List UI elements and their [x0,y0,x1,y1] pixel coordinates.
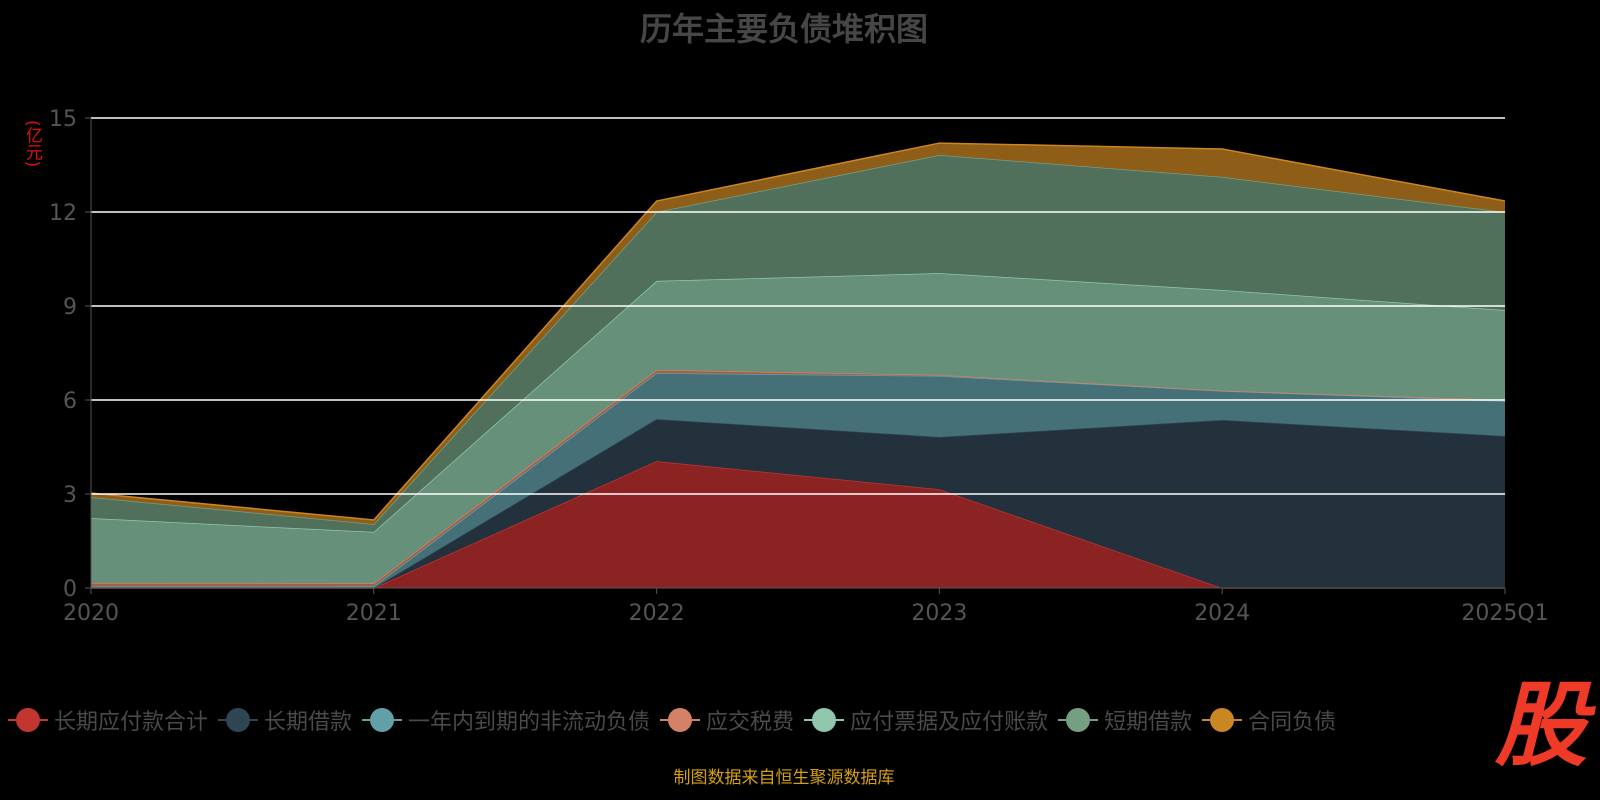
y-tick-label: 9 [63,295,77,320]
legend-item[interactable]: 一年内到期的非流动负债 [362,704,650,736]
legend-item[interactable]: 长期借款 [218,704,352,736]
legend-item[interactable]: 应付票据及应付账款 [804,704,1048,736]
area-series-5 [91,154,1505,532]
x-tick-label: 2023 [911,601,967,626]
legend-item[interactable]: 短期借款 [1058,704,1192,736]
legend-item[interactable]: 合同负债 [1202,704,1336,736]
legend-marker-icon [804,705,845,735]
area-series-2 [91,373,1505,588]
legend-label: 应交税费 [706,710,795,735]
legend-label: 合同负债 [1248,710,1337,735]
legend-item[interactable]: 长期应付款合计 [8,704,208,736]
legend-marker-icon [1202,705,1243,735]
area-series-4 [91,273,1505,584]
area-series-1 [91,419,1505,588]
x-tick-label: 2025Q1 [1461,601,1548,626]
legend-label: 应付票据及应付账款 [850,710,1049,735]
legend-marker-icon [8,705,48,735]
legend-marker-icon [660,705,701,735]
y-tick-label: 6 [63,389,77,414]
legend-item[interactable]: 应交税费 [660,704,794,736]
legend-marker-icon [362,705,403,735]
legend-marker-icon [218,705,259,735]
line-series-6 [90,142,1506,521]
x-tick-label: 2024 [1194,601,1250,626]
y-tick-label: 0 [63,577,77,602]
legend-label: 一年内到期的非流动负债 [408,710,651,735]
legend-label: 短期借款 [1104,710,1193,735]
y-tick-label: 3 [63,483,77,508]
area-series-6 [91,143,1505,525]
chart-title: 历年主要负债堆积图 [639,10,928,48]
data-source-note: 制图数据来自恒生聚源数据库 [673,768,895,788]
x-tick-label: 2021 [346,601,402,626]
legend-marker-icon [1058,705,1099,735]
x-tick-label: 2022 [629,601,685,626]
area-series-3 [91,369,1505,587]
legend-label: 长期借款 [264,710,353,735]
y-tick-label: 12 [49,201,77,226]
x-tick-label: 2020 [63,601,119,626]
logo: 股 [1495,672,1588,779]
legend: 长期应付款合计 长期借款 一年内到期的非流动负债 应交税费 应付票据及应付账款 短期借款 合… [8,704,1336,736]
stacked-area-chart: 0 3 6 9 12 15 2020 2021 2022 2023 2024 2025Q1 [49,107,1549,626]
legend-label: 长期应付款合计 [54,710,209,735]
y-axis-unit: (亿元) [22,120,42,168]
y-tick-label: 15 [49,107,77,132]
